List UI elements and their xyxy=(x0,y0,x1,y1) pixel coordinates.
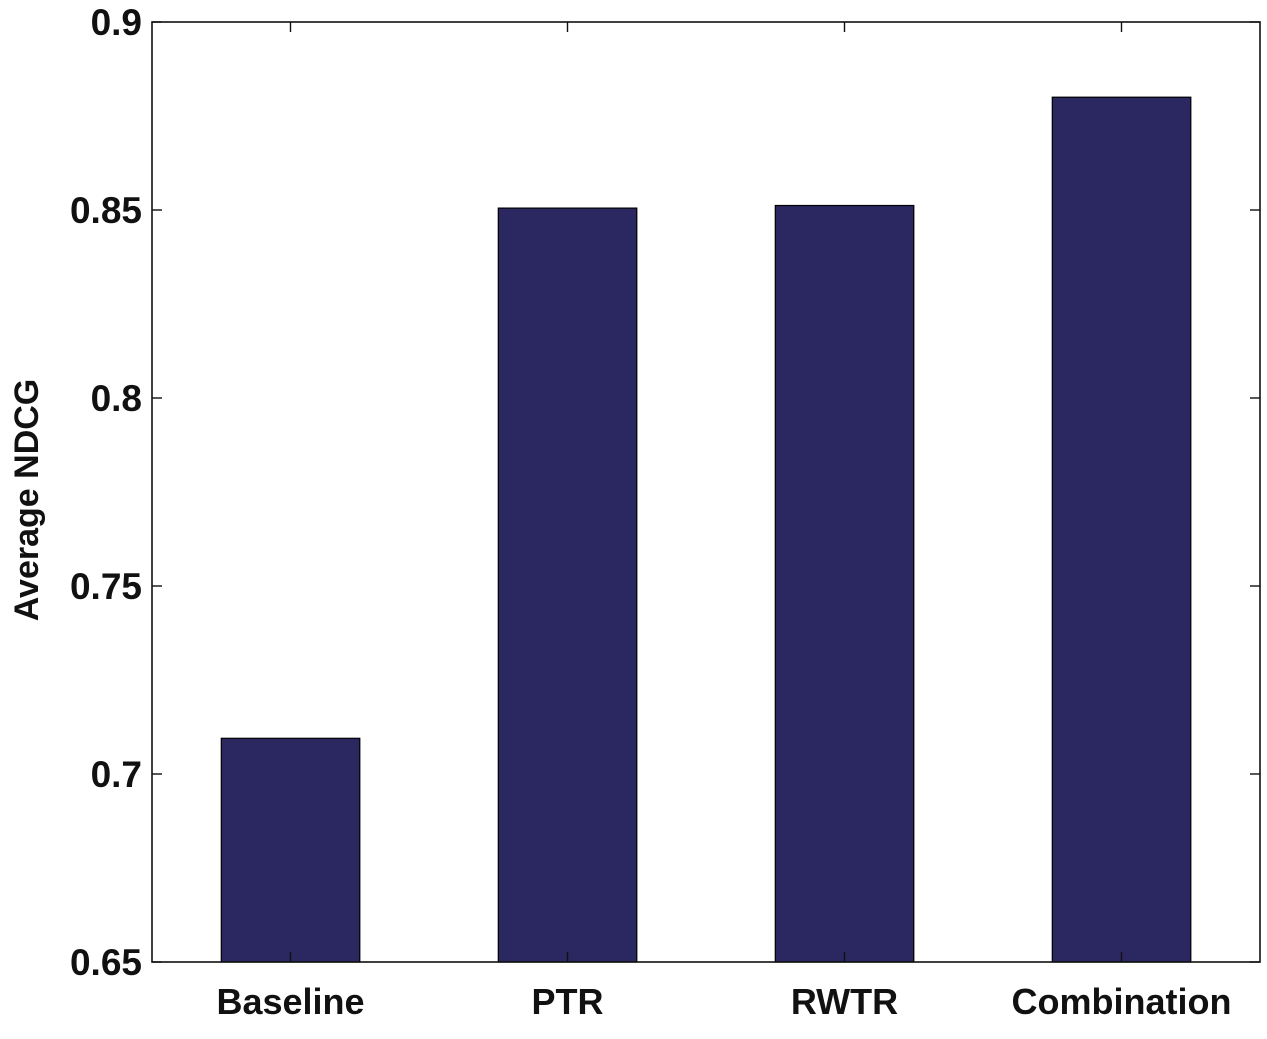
plot-frame xyxy=(151,21,1261,963)
x-tick-label: Combination xyxy=(1012,981,1232,1022)
bar-baseline xyxy=(220,737,361,963)
bars-layer xyxy=(220,96,1192,963)
y-tick-label: 0.8 xyxy=(91,378,142,419)
bar-ptr xyxy=(497,207,638,963)
y-tick-label: 0.75 xyxy=(70,566,142,607)
x-tick-label: RWTR xyxy=(791,981,898,1022)
y-tick-label: 0.65 xyxy=(70,942,142,983)
bar-combination xyxy=(1051,96,1192,963)
labels-layer: Baseline PTR RWTR Combination 0.65 0.7 0.75 0.8… xyxy=(70,2,1232,1022)
y-tick-label: 0.7 xyxy=(91,754,142,795)
x-tick-label: PTR xyxy=(532,981,604,1022)
ticks-layer xyxy=(152,21,1260,963)
y-tick-label: 0.85 xyxy=(70,190,142,231)
y-axis-label: Average NDCG xyxy=(8,379,46,621)
bar-rwtr xyxy=(774,204,915,963)
y-tick-label: 0.9 xyxy=(91,2,142,43)
x-tick-label: Baseline xyxy=(216,981,364,1022)
